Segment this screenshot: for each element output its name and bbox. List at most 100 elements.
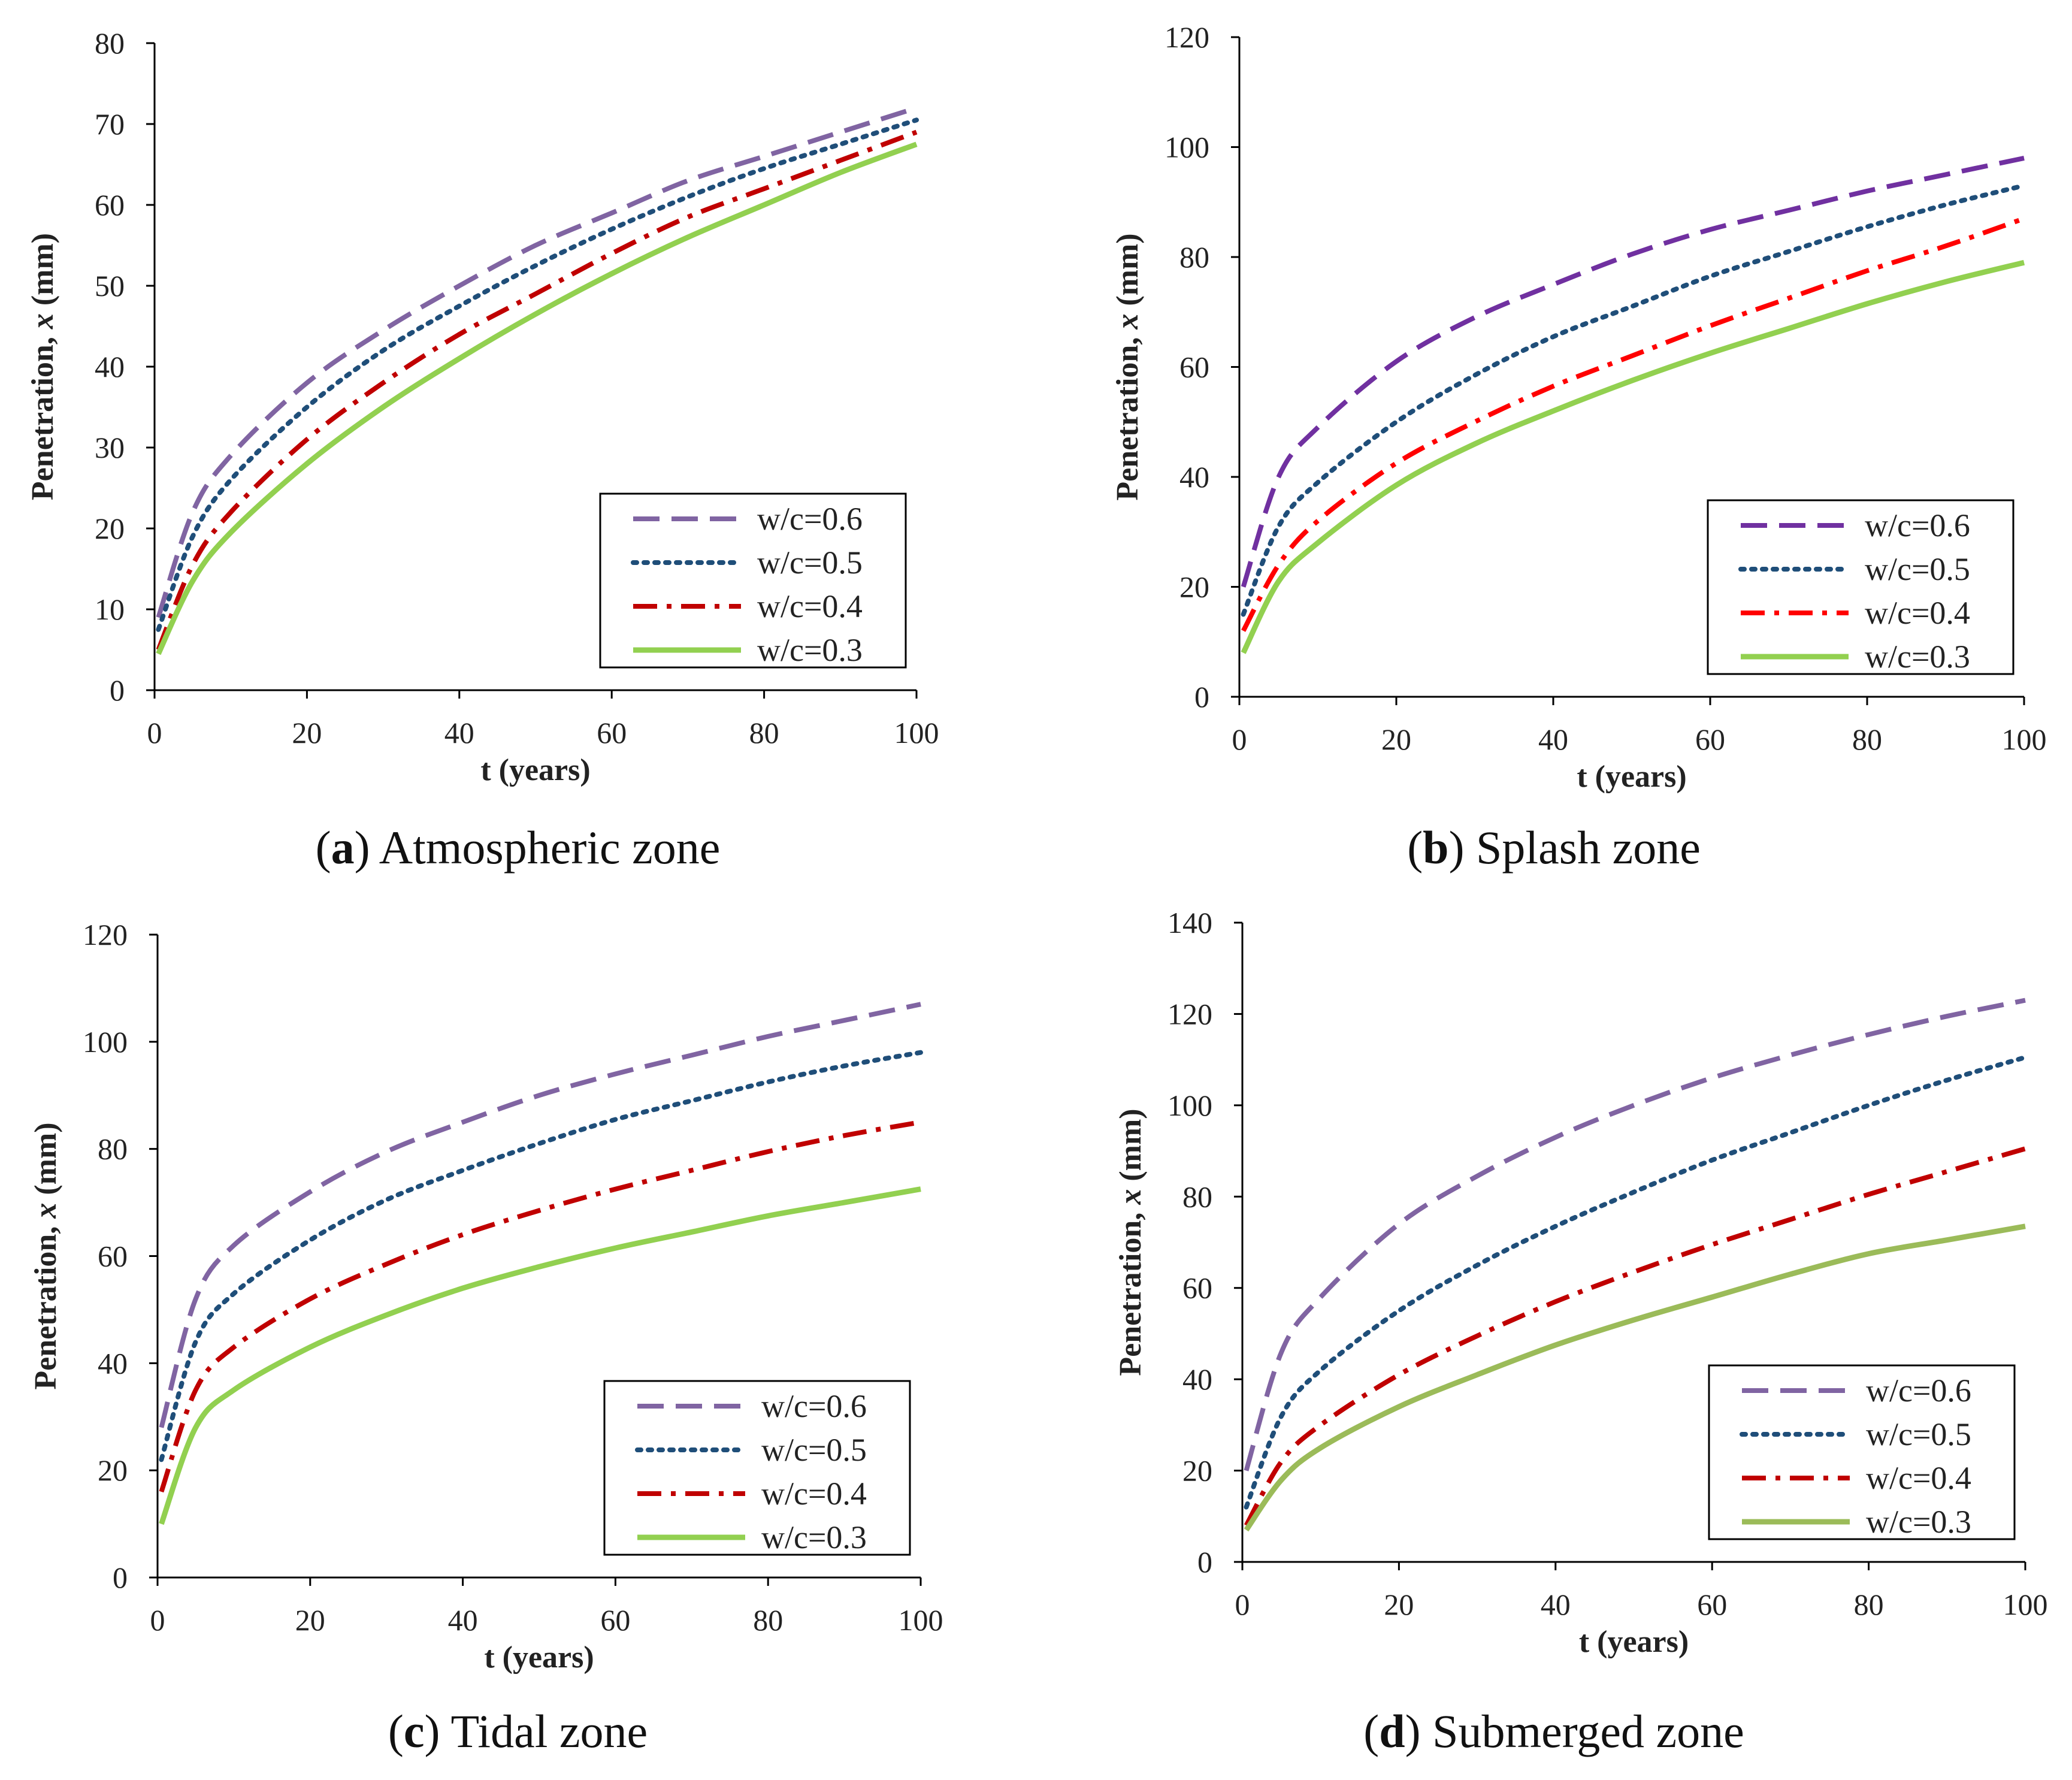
y-axis-title-variable: x [1114, 1189, 1148, 1205]
x-axis-title: t (years) [1579, 1625, 1689, 1659]
y-tick-label: 20 [95, 512, 125, 545]
caption-letter: b [1423, 821, 1449, 874]
y-tick-label: 80 [1179, 240, 1209, 274]
x-tick-label: 60 [597, 716, 627, 750]
chart-tidal-zone: 0 20 40 60 80 100 120 0 20 40 60 80 100 t (years) Pene… [29, 918, 943, 1675]
y-tick-label: 80 [98, 1132, 128, 1166]
y-tick-label: 0 [113, 1561, 128, 1594]
legend-label: w/c=0.5 [1866, 1416, 1971, 1452]
caption-letter: a [331, 821, 355, 874]
series-line-w-c-0-6 [1241, 155, 2025, 588]
chart-atmospheric-zone: 0 10 20 30 40 50 60 70 80 0 20 40 60 80 100 t (years) Pe… [26, 26, 939, 787]
y-axis-title-variable: x [1111, 314, 1145, 330]
y-tick-label: 20 [98, 1453, 128, 1487]
legend-label: w/c=0.4 [1866, 1460, 1971, 1496]
legend-label: w/c=0.4 [761, 1476, 867, 1512]
y-axis-title-prefix: Penetration, [26, 329, 60, 500]
y-tick-label: 0 [110, 673, 125, 707]
chart-submerged-zone: 0 20 40 60 80 100 120 140 0 20 40 60 80 100 t (years) P… [1114, 906, 2048, 1659]
y-axis-title: Penetration, x (mm) [26, 233, 60, 500]
series-line-w-c-0-3 [159, 1186, 921, 1525]
x-tick-label: 80 [1854, 1588, 1884, 1621]
y-tick-label: 100 [83, 1025, 128, 1059]
y-tick-label: 10 [95, 593, 125, 626]
legend-label: w/c=0.5 [757, 545, 863, 581]
y-tick-label: 0 [1197, 1545, 1212, 1579]
x-tick-label: 60 [1695, 723, 1725, 756]
caption-text: Atmospheric zone [379, 821, 721, 874]
x-tick-label: 40 [1541, 1588, 1571, 1621]
y-tick-label: 60 [1182, 1271, 1212, 1305]
x-tick-label: 20 [1384, 1588, 1414, 1621]
x-tick-label: 20 [295, 1603, 325, 1637]
series-line-w-c-0-6 [1244, 998, 2026, 1471]
y-tick-label: 100 [1164, 131, 1209, 164]
legend-label: w/c=0.6 [761, 1388, 867, 1424]
y-axis-title-variable: x [29, 1203, 63, 1219]
y-tick-label: 60 [1179, 350, 1209, 384]
x-tick-label: 20 [1381, 723, 1411, 756]
y-tick-label: 100 [1167, 1089, 1212, 1122]
caption-c: (c) Tidal zone [388, 1705, 648, 1757]
caption-letter: c [403, 1705, 425, 1757]
caption-d: (d) Submerged zone [1363, 1705, 1744, 1757]
y-tick-label: 20 [1182, 1454, 1212, 1488]
y-axis-title-prefix: Penetration, [1114, 1205, 1148, 1376]
legend-box [599, 492, 907, 669]
legend-label: w/c=0.5 [761, 1432, 867, 1468]
series-line-w-c-0-4 [159, 1120, 921, 1493]
x-tick-label: 40 [444, 716, 474, 750]
y-axis-title-variable: x [26, 313, 60, 330]
legend-box [603, 1380, 911, 1556]
x-axis-title: t (years) [480, 753, 590, 787]
x-tick-label: 0 [1232, 723, 1247, 756]
y-axis-title-prefix: Penetration, [29, 1219, 63, 1390]
x-tick-label: 40 [448, 1603, 478, 1637]
series-line-w-c-0-5 [156, 117, 919, 632]
caption-text: Submerged zone [1432, 1705, 1744, 1757]
y-axis-title-unit: (mm) [26, 233, 60, 313]
series-line-w-c-0-3 [1241, 259, 2025, 654]
series-line-w-c-0-4 [1244, 1146, 2026, 1527]
legend-box [1707, 499, 2014, 675]
legend-box [1708, 1364, 2016, 1540]
y-tick-label: 60 [95, 188, 125, 222]
y-tick-label: 20 [1179, 570, 1209, 604]
x-tick-label: 60 [600, 1603, 630, 1637]
y-axis-title: Penetration, x (mm) [1114, 1108, 1148, 1376]
legend: w/c=0.6 w/c=0.5 w/c=0.4 w/c=0.3 [1708, 1364, 2016, 1540]
legend: w/c=0.6 w/c=0.5 w/c=0.4 w/c=0.3 [603, 1380, 911, 1556]
y-tick-label: 70 [95, 107, 125, 141]
x-tick-label: 80 [749, 716, 779, 750]
y-tick-label: 40 [1179, 460, 1209, 494]
legend-label: w/c=0.3 [761, 1519, 867, 1555]
series-line-w-c-0-5 [159, 1050, 923, 1462]
x-tick-label: 80 [1852, 723, 1882, 756]
series-line-w-c-0-5 [1241, 183, 2026, 617]
x-axis-title: t (years) [1577, 760, 1686, 794]
y-tick-label: 140 [1167, 906, 1212, 939]
x-tick-label: 100 [2002, 723, 2047, 756]
y-tick-label: 120 [1164, 20, 1209, 54]
y-tick-label: 80 [95, 26, 125, 60]
y-tick-label: 40 [98, 1346, 128, 1380]
series-line-w-c-0-3 [156, 141, 918, 655]
y-tick-label: 120 [83, 918, 128, 951]
caption-b: (b) Splash zone [1407, 821, 1701, 874]
series-line-w-c-0-6 [156, 105, 918, 618]
legend: w/c=0.6 w/c=0.5 w/c=0.4 w/c=0.3 [1707, 499, 2014, 675]
series-line-w-c-0-3 [1244, 1223, 2026, 1532]
caption-text: Tidal zone [450, 1705, 648, 1757]
x-tick-label: 40 [1538, 723, 1568, 756]
legend-label: w/c=0.6 [1865, 507, 1970, 543]
legend-label: w/c=0.3 [1865, 639, 1970, 675]
series-line-w-c-0-6 [159, 1002, 921, 1428]
legend: w/c=0.6 w/c=0.5 w/c=0.4 w/c=0.3 [599, 492, 907, 669]
legend-label: w/c=0.3 [1866, 1504, 1971, 1540]
y-axis-title-prefix: Penetration, [1111, 330, 1145, 501]
chart-splash-zone: 0 20 40 60 80 100 120 0 20 40 60 80 100 t (years) Pene… [1111, 20, 2047, 794]
legend-label: w/c=0.3 [757, 632, 863, 668]
series-line-w-c-0-4 [156, 129, 918, 651]
y-tick-label: 0 [1194, 680, 1209, 714]
y-tick-label: 30 [95, 431, 125, 464]
